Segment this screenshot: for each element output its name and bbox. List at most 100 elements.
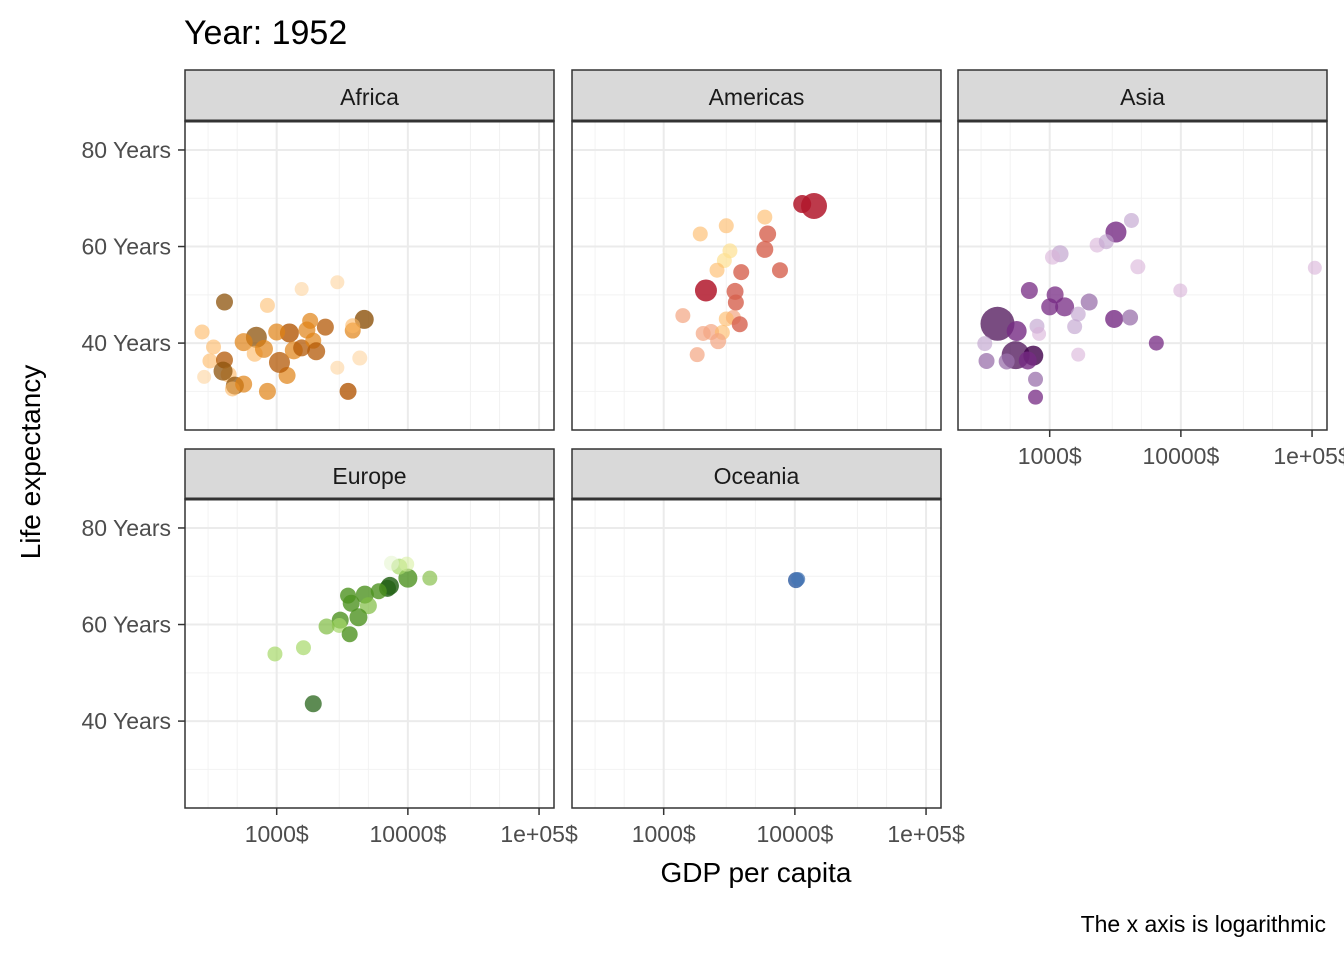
data-point bbox=[342, 594, 360, 612]
data-point bbox=[370, 583, 387, 600]
data-point bbox=[980, 306, 1015, 341]
chart-caption: The x axis is logarithmic bbox=[1081, 911, 1326, 937]
data-point bbox=[258, 382, 276, 400]
facet-asia: Asia 1000$ 10000$ 1e+05$ bbox=[957, 69, 1344, 469]
data-point bbox=[268, 351, 290, 373]
data-point bbox=[1028, 389, 1044, 405]
panel-border bbox=[571, 120, 942, 431]
data-point bbox=[771, 262, 788, 279]
data-point bbox=[689, 347, 705, 363]
data-point bbox=[1028, 371, 1044, 387]
data-point bbox=[235, 375, 253, 393]
data-point bbox=[1018, 351, 1037, 370]
data-point bbox=[267, 646, 283, 662]
facet-strip bbox=[571, 69, 942, 122]
data-point bbox=[383, 555, 399, 571]
points-oceania bbox=[788, 572, 806, 589]
data-point bbox=[279, 323, 299, 343]
x-tick-label: 1e+05$ bbox=[1273, 443, 1344, 469]
facet-panels: Africa 40 Years 60 Years 80 Years Americas As… bbox=[81, 69, 1344, 847]
data-point bbox=[977, 336, 993, 352]
data-point bbox=[1044, 249, 1060, 265]
data-point bbox=[304, 695, 322, 713]
data-point bbox=[215, 293, 233, 311]
data-point bbox=[756, 240, 774, 258]
data-point bbox=[1148, 335, 1164, 351]
data-point bbox=[294, 282, 309, 297]
facet-americas: Americas bbox=[571, 69, 942, 431]
data-point bbox=[718, 218, 734, 234]
data-point bbox=[1098, 234, 1114, 250]
y-tick-label: 80 Years bbox=[81, 515, 171, 541]
data-point bbox=[709, 262, 725, 278]
data-point bbox=[1173, 283, 1188, 298]
points-europe bbox=[267, 555, 438, 713]
facet-strip bbox=[184, 448, 555, 500]
data-point bbox=[268, 323, 286, 341]
data-point bbox=[399, 556, 415, 572]
data-point bbox=[1041, 298, 1059, 316]
y-tick-label: 40 Years bbox=[81, 708, 171, 734]
data-point bbox=[1006, 321, 1027, 342]
data-point bbox=[298, 321, 316, 339]
data-point bbox=[1070, 306, 1086, 322]
data-point bbox=[422, 570, 438, 586]
panel-border bbox=[184, 498, 555, 809]
data-point bbox=[1071, 347, 1086, 362]
x-tick-label: 10000$ bbox=[1142, 443, 1219, 469]
data-point bbox=[352, 350, 368, 366]
x-tick-label: 1000$ bbox=[245, 821, 309, 847]
data-point bbox=[1020, 281, 1038, 299]
facet-strip bbox=[571, 448, 942, 500]
data-point bbox=[349, 608, 368, 627]
facet-africa: Africa 40 Years 60 Years 80 Years bbox=[81, 69, 555, 431]
data-point bbox=[1055, 297, 1075, 317]
x-axis-title: GDP per capita bbox=[661, 857, 852, 888]
data-point bbox=[1032, 326, 1047, 341]
data-point bbox=[316, 318, 334, 336]
data-point bbox=[998, 353, 1015, 370]
data-point bbox=[727, 294, 744, 311]
data-point bbox=[759, 225, 777, 243]
points-americas bbox=[675, 192, 828, 363]
panel-border bbox=[571, 498, 942, 809]
data-point bbox=[1080, 293, 1098, 311]
chart-title: Year: 1952 bbox=[184, 14, 347, 52]
data-point bbox=[1105, 309, 1124, 328]
y-tick-label: 40 Years bbox=[81, 330, 171, 356]
x-tick-label: 10000$ bbox=[369, 821, 446, 847]
data-point bbox=[733, 264, 750, 281]
data-point bbox=[359, 597, 377, 615]
panel-border bbox=[957, 120, 1328, 431]
data-point bbox=[1130, 259, 1146, 275]
data-point bbox=[206, 339, 222, 355]
y-tick-label: 60 Years bbox=[81, 234, 171, 260]
x-tick-label: 1000$ bbox=[1018, 443, 1082, 469]
data-point bbox=[757, 209, 773, 225]
data-point bbox=[254, 339, 273, 358]
data-point bbox=[202, 353, 218, 369]
points-africa bbox=[194, 275, 374, 400]
x-tick-label: 1e+05$ bbox=[500, 821, 578, 847]
data-point bbox=[234, 333, 253, 352]
data-point bbox=[694, 279, 717, 302]
y-axis-title: Life expectancy bbox=[15, 365, 46, 560]
data-point bbox=[345, 318, 361, 334]
data-point bbox=[295, 640, 311, 656]
data-point bbox=[695, 325, 711, 341]
data-point bbox=[194, 324, 210, 340]
data-point bbox=[1067, 319, 1083, 335]
data-point bbox=[259, 297, 275, 313]
data-point bbox=[213, 361, 233, 381]
facet-label: Asia bbox=[1120, 84, 1165, 110]
data-point bbox=[339, 382, 357, 400]
data-point bbox=[197, 369, 212, 384]
data-point bbox=[1307, 260, 1322, 275]
facet-label: Europe bbox=[332, 463, 406, 489]
facet-oceania: Oceania 1000$ 10000$ 1e+05$ bbox=[571, 448, 965, 847]
facet-strip bbox=[184, 69, 555, 122]
data-point bbox=[341, 626, 358, 643]
x-tick-label: 1000$ bbox=[632, 821, 696, 847]
data-point bbox=[1123, 212, 1139, 228]
